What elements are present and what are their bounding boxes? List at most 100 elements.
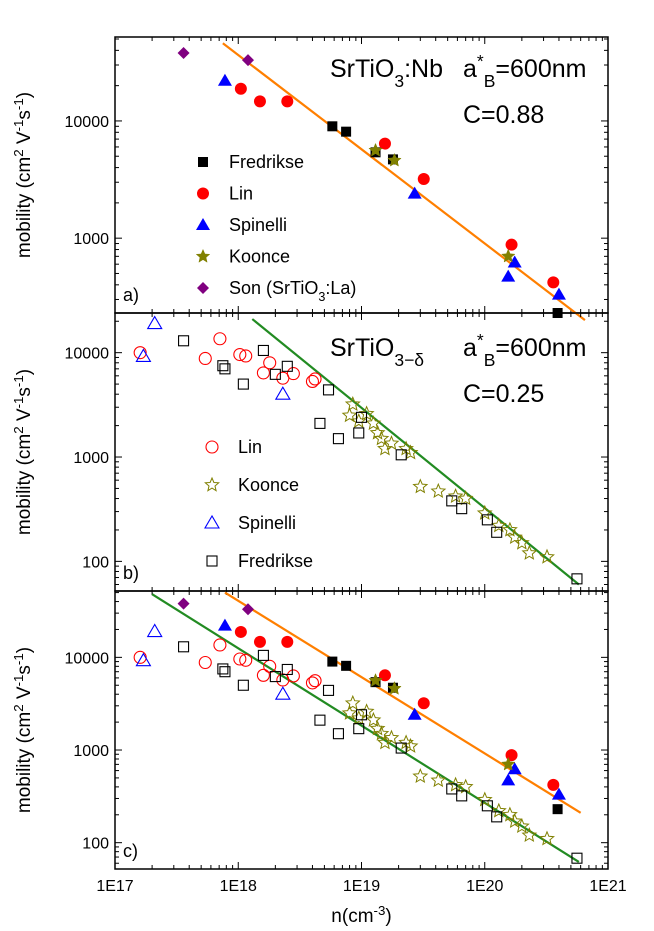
data-point (217, 618, 232, 631)
data-point (412, 767, 429, 784)
data-point (239, 653, 253, 667)
data-point (177, 46, 190, 59)
data-point (446, 783, 458, 795)
data-point (135, 652, 152, 667)
panel-b: 100 1000 10000 mobility (cm2 V-1s-1) b) SrTiO… (11, 312, 609, 592)
data-point (446, 495, 458, 507)
data-point (237, 679, 249, 691)
legend-label: Fredrikse (238, 551, 313, 571)
bohr-radius-annotation: a*B=600nm (463, 330, 586, 370)
series-fredrikse (178, 335, 583, 585)
data-point (133, 650, 147, 664)
data-point (456, 790, 468, 802)
data-point (571, 852, 583, 864)
data-point (198, 351, 212, 366)
data-point (551, 787, 566, 800)
data-point (341, 704, 358, 720)
data-point (539, 548, 555, 564)
data-point (490, 517, 507, 533)
y-tick-label: 100 (82, 836, 109, 853)
data-point (383, 729, 400, 745)
fit-line (224, 591, 582, 814)
series-son (177, 597, 255, 616)
data-point (407, 186, 422, 199)
data-point (219, 363, 231, 375)
panel-a: 1000 10000 mobility (cm2 V-1s-1) a) SrTiO3:N… (11, 36, 609, 321)
legend-label: Lin (238, 437, 262, 457)
data-point (476, 504, 493, 520)
series-koonce (341, 694, 555, 846)
data-point (373, 725, 390, 741)
data-point (269, 368, 281, 380)
data-point (500, 248, 516, 263)
data-point (365, 415, 382, 431)
x-tick-label: 1E21 (589, 878, 626, 895)
data-point (521, 544, 538, 560)
data-point (269, 671, 281, 683)
data-point (341, 126, 352, 137)
legend-label: Koonce (229, 247, 290, 267)
data-point (133, 346, 147, 360)
y-tick-label: 10000 (65, 650, 110, 667)
data-point (368, 673, 383, 687)
c-parameter: C=0.25 (463, 380, 544, 408)
data-point (476, 791, 493, 807)
data-point (327, 121, 338, 132)
panel-c: 100 1000 10000 1E17 1E18 1E19 1E20 1E21 mobility… (11, 590, 627, 927)
data-point (256, 366, 270, 380)
c-parameter: C=0.88 (463, 101, 544, 129)
data-point (353, 427, 365, 439)
data-point (355, 709, 368, 721)
y-tick-label: 100 (82, 554, 109, 571)
data-point (383, 435, 400, 451)
data-point (491, 811, 503, 823)
legend: Lin Koonce Spinelli Fredrikse (204, 437, 313, 571)
data-point (213, 638, 227, 652)
data-point (146, 623, 163, 638)
data-point (502, 521, 518, 537)
data-point (219, 666, 231, 678)
data-point (412, 478, 429, 494)
data-point (506, 812, 523, 829)
data-point (500, 756, 516, 771)
legend: Fredrikse Lin Spinelli Koonce Son (SrTiO3:La… (195, 152, 356, 304)
material-title: SrTiO3−δ (330, 334, 424, 370)
data-point (286, 669, 300, 683)
data-point (341, 660, 352, 671)
data-point (344, 694, 361, 710)
data-point (256, 668, 270, 682)
fit-line (222, 42, 586, 321)
data-point (257, 649, 269, 661)
data-point (457, 778, 474, 794)
data-point (234, 82, 247, 95)
panel-label: a) (123, 285, 139, 305)
y-axis-label: mobility (cm2 V-1s-1) (11, 647, 36, 813)
data-point (305, 374, 320, 388)
legend-label: Spinelli (238, 513, 296, 533)
data-point (513, 818, 530, 834)
data-point (551, 287, 566, 300)
data-point (178, 641, 190, 653)
data-point (217, 73, 232, 86)
data-point (490, 802, 507, 818)
data-point (263, 659, 277, 673)
legend-marker (206, 555, 218, 567)
y-axis-label: mobility (cm2 V-1s-1) (11, 92, 36, 258)
data-point (430, 772, 447, 788)
x-tick-label: 1E18 (220, 878, 257, 895)
data-point (281, 95, 294, 108)
data-point (457, 490, 474, 506)
data-point (395, 449, 407, 461)
data-point (322, 384, 335, 396)
legend-marker (204, 476, 220, 492)
data-point (344, 396, 361, 412)
data-point (447, 487, 464, 504)
data-point (552, 804, 563, 815)
series-lin (234, 82, 560, 289)
fit-line (151, 593, 580, 863)
data-point (377, 440, 393, 456)
data-point (332, 728, 344, 740)
data-point (407, 707, 422, 720)
x-tick-label: 1E17 (96, 878, 133, 895)
